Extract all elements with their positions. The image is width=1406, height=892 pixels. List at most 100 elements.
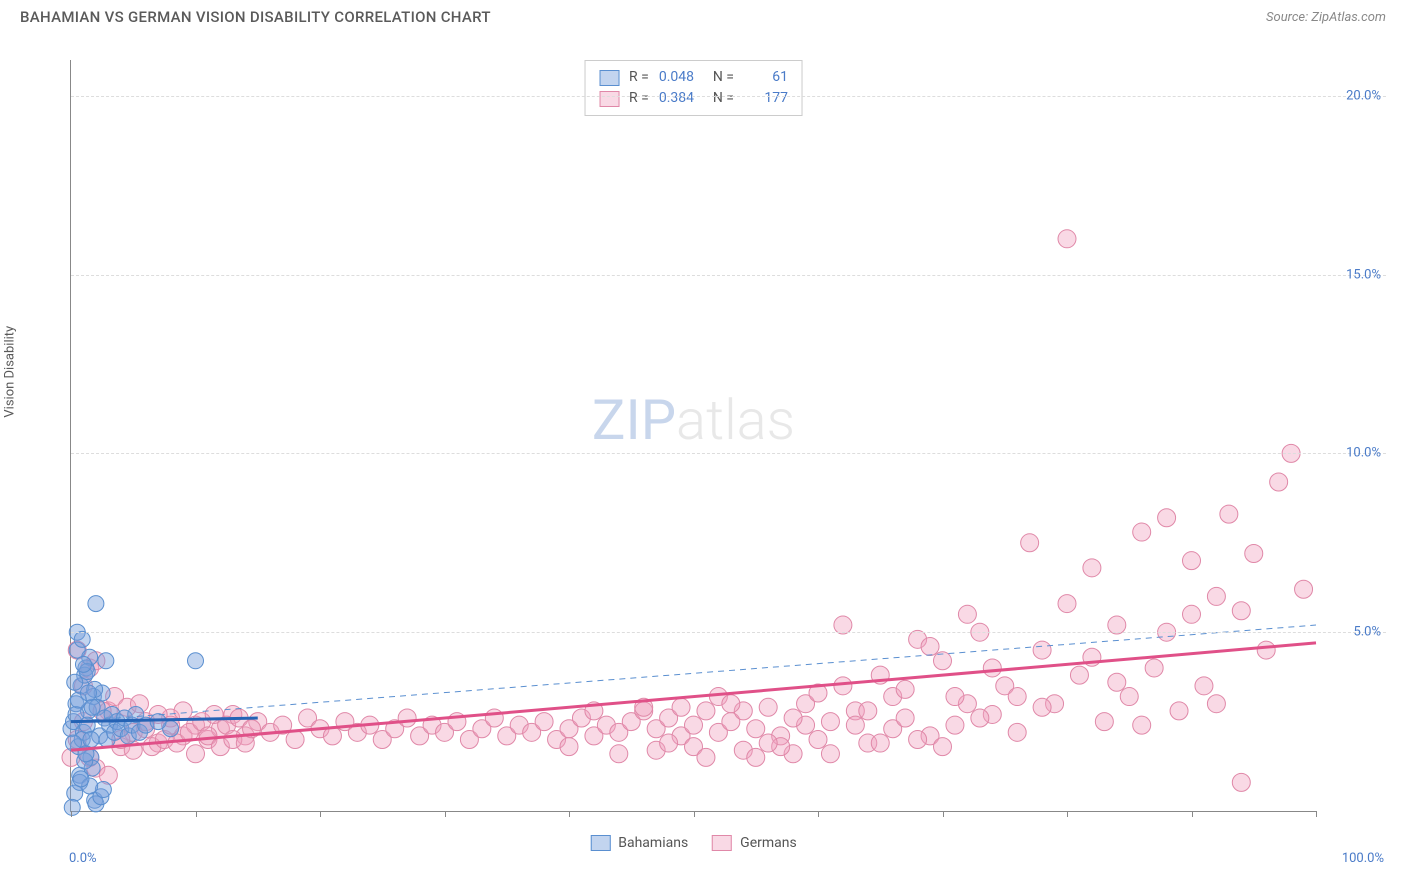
grid-line <box>71 96 1386 97</box>
data-point <box>1083 559 1101 577</box>
legend-label-bahamians: Bahamians <box>618 835 688 851</box>
chart-title: BAHAMIAN VS GERMAN VISION DISABILITY COR… <box>20 8 491 26</box>
swatch-germans-icon <box>712 835 732 851</box>
data-point <box>74 631 90 647</box>
y-tick-label: 15.0% <box>1346 267 1381 282</box>
stat-n-bahamians: 61 <box>744 67 788 88</box>
data-point <box>759 698 777 716</box>
x-tick-label: 0.0% <box>69 851 97 866</box>
data-point <box>747 748 765 766</box>
data-point <box>1095 713 1113 731</box>
data-point <box>759 734 777 752</box>
swatch-germans <box>599 91 619 107</box>
x-tick <box>1316 811 1317 817</box>
data-point <box>859 702 877 720</box>
stats-legend-box: R = 0.048 N = 61 R = 0.384 N = 177 <box>584 60 803 116</box>
stat-n-germans: 177 <box>744 88 788 109</box>
data-point <box>174 702 192 720</box>
data-point <box>187 745 205 763</box>
swatch-bahamians <box>599 70 619 86</box>
data-point <box>1170 702 1188 720</box>
data-point <box>1058 595 1076 613</box>
data-point <box>1008 723 1026 741</box>
data-point <box>896 709 914 727</box>
data-point <box>821 713 839 731</box>
scatter-svg <box>71 60 1316 811</box>
x-tick <box>320 811 321 817</box>
data-point <box>73 771 89 787</box>
data-point <box>398 709 416 727</box>
data-point <box>1008 688 1026 706</box>
x-tick <box>818 811 819 817</box>
data-point <box>150 714 166 730</box>
data-point <box>610 745 628 763</box>
data-point <box>560 738 578 756</box>
x-tick <box>445 811 446 817</box>
stat-n-label2: N = <box>713 88 734 109</box>
data-point <box>896 680 914 698</box>
data-point <box>67 674 83 690</box>
data-point <box>1058 230 1076 248</box>
y-axis-label: Vision Disability <box>3 326 18 418</box>
grid-line <box>71 453 1386 454</box>
data-point <box>286 730 304 748</box>
x-tick <box>569 811 570 817</box>
data-point <box>1120 688 1138 706</box>
data-point <box>834 677 852 695</box>
data-point <box>934 738 952 756</box>
data-point <box>722 695 740 713</box>
data-point <box>697 702 715 720</box>
plot-area: ZIPatlas R = 0.048 N = 61 R = 0.384 N = … <box>70 60 1316 812</box>
x-tick <box>1192 811 1193 817</box>
x-tick <box>71 811 72 817</box>
data-point <box>672 698 690 716</box>
chart-container: Vision Disability ZIPatlas R = 0.048 N =… <box>20 40 1386 872</box>
legend-item-germans: Germans <box>712 835 797 851</box>
data-point <box>88 596 104 612</box>
data-point <box>946 716 964 734</box>
data-point <box>75 656 91 672</box>
data-point <box>821 745 839 763</box>
stats-row-germans: R = 0.384 N = 177 <box>599 88 788 109</box>
data-point <box>535 713 553 731</box>
data-point <box>1070 666 1088 684</box>
data-point <box>784 709 802 727</box>
data-point <box>1270 473 1288 491</box>
data-point <box>660 734 678 752</box>
data-point <box>188 653 204 669</box>
data-point <box>946 688 964 706</box>
data-point <box>1145 659 1163 677</box>
data-point <box>1207 587 1225 605</box>
data-point <box>685 716 703 734</box>
data-point <box>1033 698 1051 716</box>
stats-row-bahamians: R = 0.048 N = 61 <box>599 67 788 88</box>
stat-r-label2: R = <box>629 88 649 109</box>
data-point <box>846 716 864 734</box>
stat-r-label: R = <box>629 67 649 88</box>
legend-item-bahamians: Bahamians <box>590 835 688 851</box>
data-point <box>1232 602 1250 620</box>
data-point <box>983 659 1001 677</box>
stat-r-bahamians: 0.048 <box>659 67 703 88</box>
data-point <box>1195 677 1213 695</box>
grid-line <box>71 632 1386 633</box>
swatch-bahamians-icon <box>590 835 610 851</box>
data-point <box>809 730 827 748</box>
data-point <box>1183 605 1201 623</box>
x-tick <box>196 811 197 817</box>
data-point <box>1295 580 1313 598</box>
x-tick-label: 100.0% <box>1342 851 1384 866</box>
y-tick-label: 10.0% <box>1346 446 1381 461</box>
x-tick <box>694 811 695 817</box>
trend-extrapolation-bahamians <box>71 625 1316 722</box>
data-point <box>83 731 99 747</box>
data-point <box>871 734 889 752</box>
data-point <box>1183 552 1201 570</box>
stat-n-label: N = <box>713 67 734 88</box>
data-point <box>1257 641 1275 659</box>
data-point <box>1021 534 1039 552</box>
chart-header: BAHAMIAN VS GERMAN VISION DISABILITY COR… <box>0 0 1406 30</box>
legend-label-germans: Germans <box>740 835 797 851</box>
data-point <box>747 720 765 738</box>
data-point <box>921 637 939 655</box>
